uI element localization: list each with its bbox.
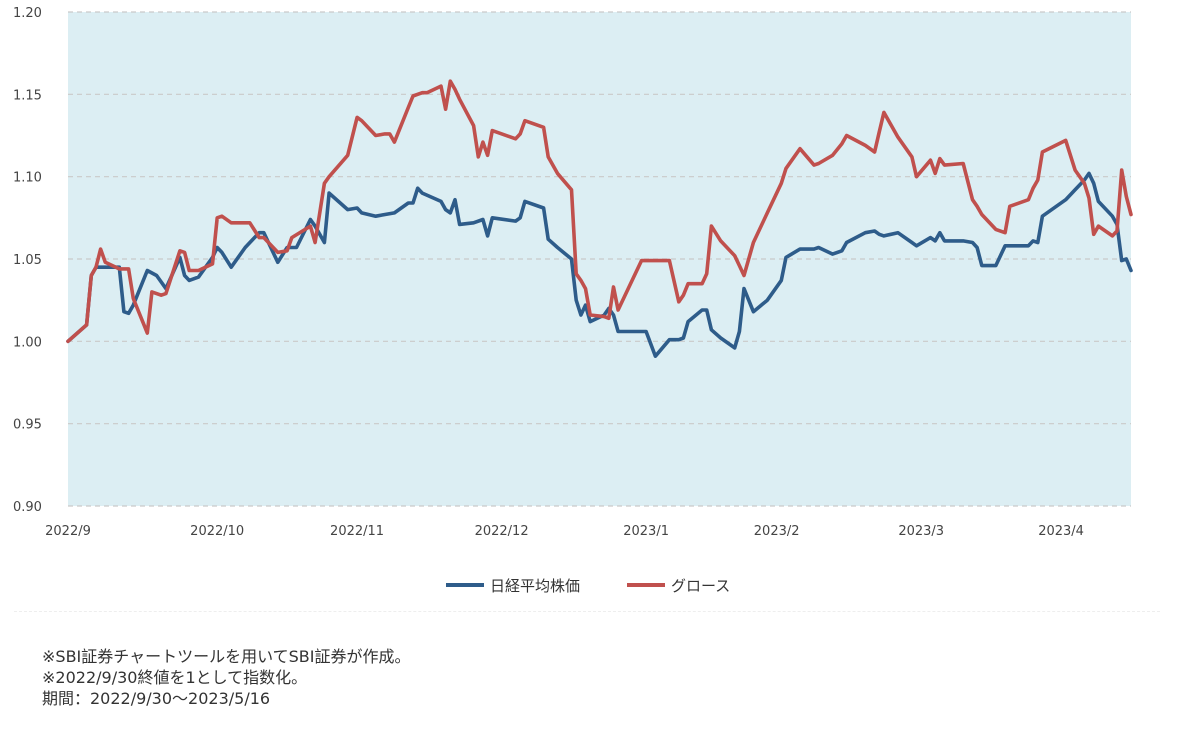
gridlines bbox=[68, 11, 1131, 507]
x-tick-label: 2023/1 bbox=[623, 524, 669, 539]
y-tick-label: 1.15 bbox=[13, 88, 42, 103]
divider bbox=[14, 611, 1160, 612]
source-notes: ※SBI証券チャートツールを用いてSBI証券が作成。 ※2022/9/30終値を… bbox=[42, 646, 410, 709]
note-source: ※SBI証券チャートツールを用いてSBI証券が作成。 bbox=[42, 647, 411, 666]
y-tick-label: 1.20 bbox=[13, 6, 42, 21]
y-tick-label: 0.90 bbox=[13, 500, 42, 515]
x-tick-label: 2023/3 bbox=[898, 524, 944, 539]
x-tick-label: 2023/2 bbox=[754, 524, 800, 539]
note-index: ※2022/9/30終値を1として指数化。 bbox=[42, 668, 308, 687]
series-lines bbox=[66, 79, 1133, 358]
y-tick-label: 1.05 bbox=[13, 253, 42, 268]
series-line-nikkei bbox=[66, 171, 1133, 358]
y-axis: 0.90 0.95 1.00 1.05 1.10 1.15 1.20 bbox=[13, 6, 42, 515]
y-tick-label: 1.00 bbox=[13, 335, 42, 350]
legend-label-nikkei: 日経平均株価 bbox=[490, 577, 580, 595]
legend-label-growth: グロース bbox=[671, 577, 730, 595]
x-tick-label: 2022/11 bbox=[330, 524, 384, 539]
x-axis: 2022/9 2022/10 2022/11 2022/12 2023/1 2023/2 2… bbox=[45, 524, 1084, 539]
x-tick-label: 2022/12 bbox=[475, 524, 529, 539]
x-tick-label: 2022/9 bbox=[45, 524, 91, 539]
series-line-growth bbox=[66, 79, 1133, 344]
x-tick-label: 2023/4 bbox=[1038, 524, 1084, 539]
y-tick-label: 0.95 bbox=[13, 418, 42, 433]
legend: 日経平均株価 グロース bbox=[446, 577, 730, 595]
note-period: 期間：2022/9/30～2023/5/16 bbox=[42, 689, 271, 708]
x-tick-label: 2022/10 bbox=[190, 524, 244, 539]
y-tick-label: 1.10 bbox=[13, 171, 42, 186]
